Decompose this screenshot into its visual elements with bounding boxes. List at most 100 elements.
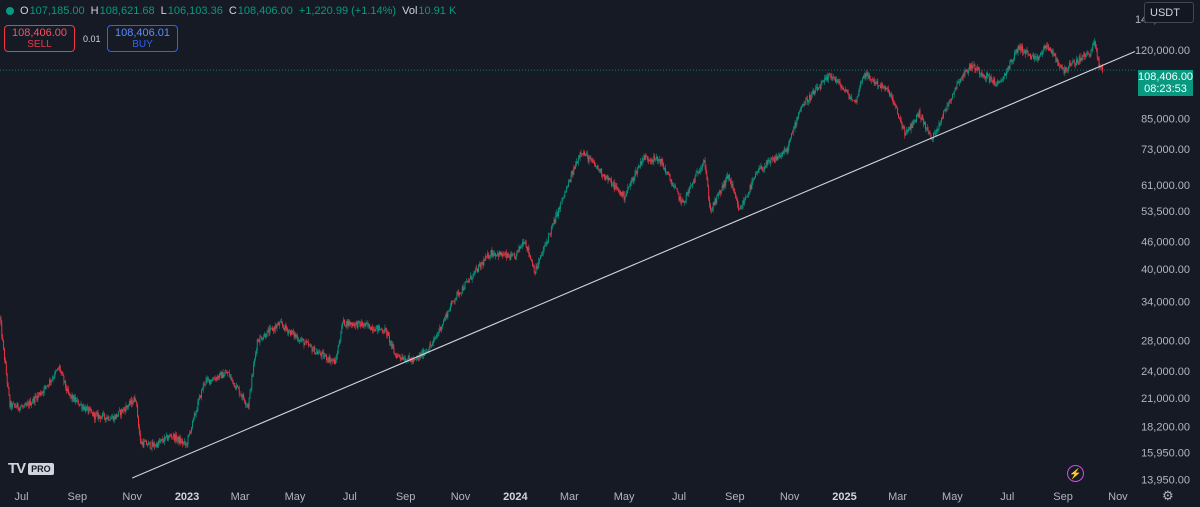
candle: [727, 172, 729, 180]
candle: [789, 138, 791, 147]
candle: [710, 207, 712, 214]
candle: [761, 164, 763, 171]
candle: [247, 402, 249, 409]
candle: [746, 195, 747, 198]
candle: [88, 406, 90, 415]
sell-button[interactable]: 108,406.00 SELL: [4, 25, 75, 52]
candle: [822, 79, 824, 82]
candle: [272, 327, 274, 335]
tradingview-logo[interactable]: TV PRO: [8, 460, 54, 477]
candle: [957, 80, 959, 84]
candle: [869, 73, 871, 81]
candle: [183, 441, 184, 446]
candle: [735, 191, 737, 199]
candle: [587, 154, 589, 164]
candle: [331, 358, 333, 362]
candle: [227, 370, 228, 377]
candle: [386, 328, 388, 339]
candle: [801, 103, 803, 108]
candle: [626, 189, 628, 197]
candle: [487, 250, 488, 259]
candle: [37, 392, 39, 403]
candle: [762, 166, 764, 172]
candle: [28, 400, 30, 409]
candle: [891, 93, 893, 102]
candle: [1057, 57, 1059, 67]
candle: [809, 94, 811, 103]
candle: [377, 325, 379, 335]
candle: [3, 339, 5, 351]
candle: [436, 331, 438, 339]
candle: [30, 397, 32, 406]
time-tick-13: Sep: [725, 491, 745, 503]
gear-icon[interactable]: ⚙: [1162, 488, 1174, 503]
candle: [367, 320, 369, 329]
candle: [520, 244, 522, 250]
candle: [656, 156, 658, 165]
candle: [514, 256, 516, 260]
candle: [549, 232, 551, 238]
candle: [474, 270, 476, 276]
candle: [70, 395, 72, 399]
currency-unit-button[interactable]: USDT: [1144, 2, 1194, 23]
candle: [846, 89, 848, 93]
candle: [196, 406, 198, 413]
candle: [568, 179, 570, 183]
candle: [794, 119, 796, 133]
candle: [495, 252, 497, 260]
candle: [484, 258, 486, 261]
candle: [15, 405, 17, 409]
time-axis[interactable]: Jul Sep Nov 2023 Mar May Jul Sep Nov 2024 Mar May Ju…: [15, 491, 1129, 503]
candle: [849, 94, 851, 99]
candle: [509, 253, 511, 261]
candle: [14, 403, 16, 408]
candle: [639, 158, 641, 169]
candle: [466, 277, 468, 283]
candle: [534, 271, 536, 276]
candle: [660, 159, 662, 167]
candle: [272, 325, 273, 332]
candle: [38, 392, 40, 399]
candle: [469, 278, 470, 284]
candle: [166, 434, 168, 442]
candle: [561, 197, 563, 205]
candle: [795, 121, 797, 129]
candle: [689, 185, 691, 193]
candle: [1098, 55, 1100, 71]
candle: [118, 410, 120, 417]
candle: [982, 73, 984, 79]
lightning-icon[interactable]: ⚡: [1067, 465, 1084, 482]
candle: [951, 93, 953, 100]
candle: [708, 184, 710, 201]
candle: [993, 76, 995, 86]
candle: [894, 101, 896, 107]
candle: [764, 163, 765, 173]
candle: [123, 406, 125, 412]
candle: [713, 201, 715, 206]
candle: [27, 399, 29, 406]
candle: [802, 103, 804, 107]
candle: [753, 177, 755, 182]
candle: [212, 377, 214, 382]
candle: [544, 241, 546, 247]
candle: [392, 341, 394, 350]
candle: [308, 339, 309, 348]
candle: [973, 61, 975, 67]
candle: [697, 171, 699, 177]
candle: [1017, 44, 1019, 56]
candle: [385, 326, 387, 332]
candle: [543, 245, 545, 253]
candle: [344, 325, 346, 328]
candle: [459, 291, 461, 299]
trendline[interactable]: [131, 51, 1136, 479]
buy-button[interactable]: 108,406.01 BUY: [107, 25, 178, 52]
candle: [508, 254, 510, 258]
candle: [866, 69, 868, 77]
candle: [110, 415, 112, 421]
candle: [273, 326, 275, 333]
candle: [946, 102, 948, 112]
candle: [654, 153, 656, 161]
candle: [16, 401, 18, 408]
candle: [289, 329, 291, 334]
